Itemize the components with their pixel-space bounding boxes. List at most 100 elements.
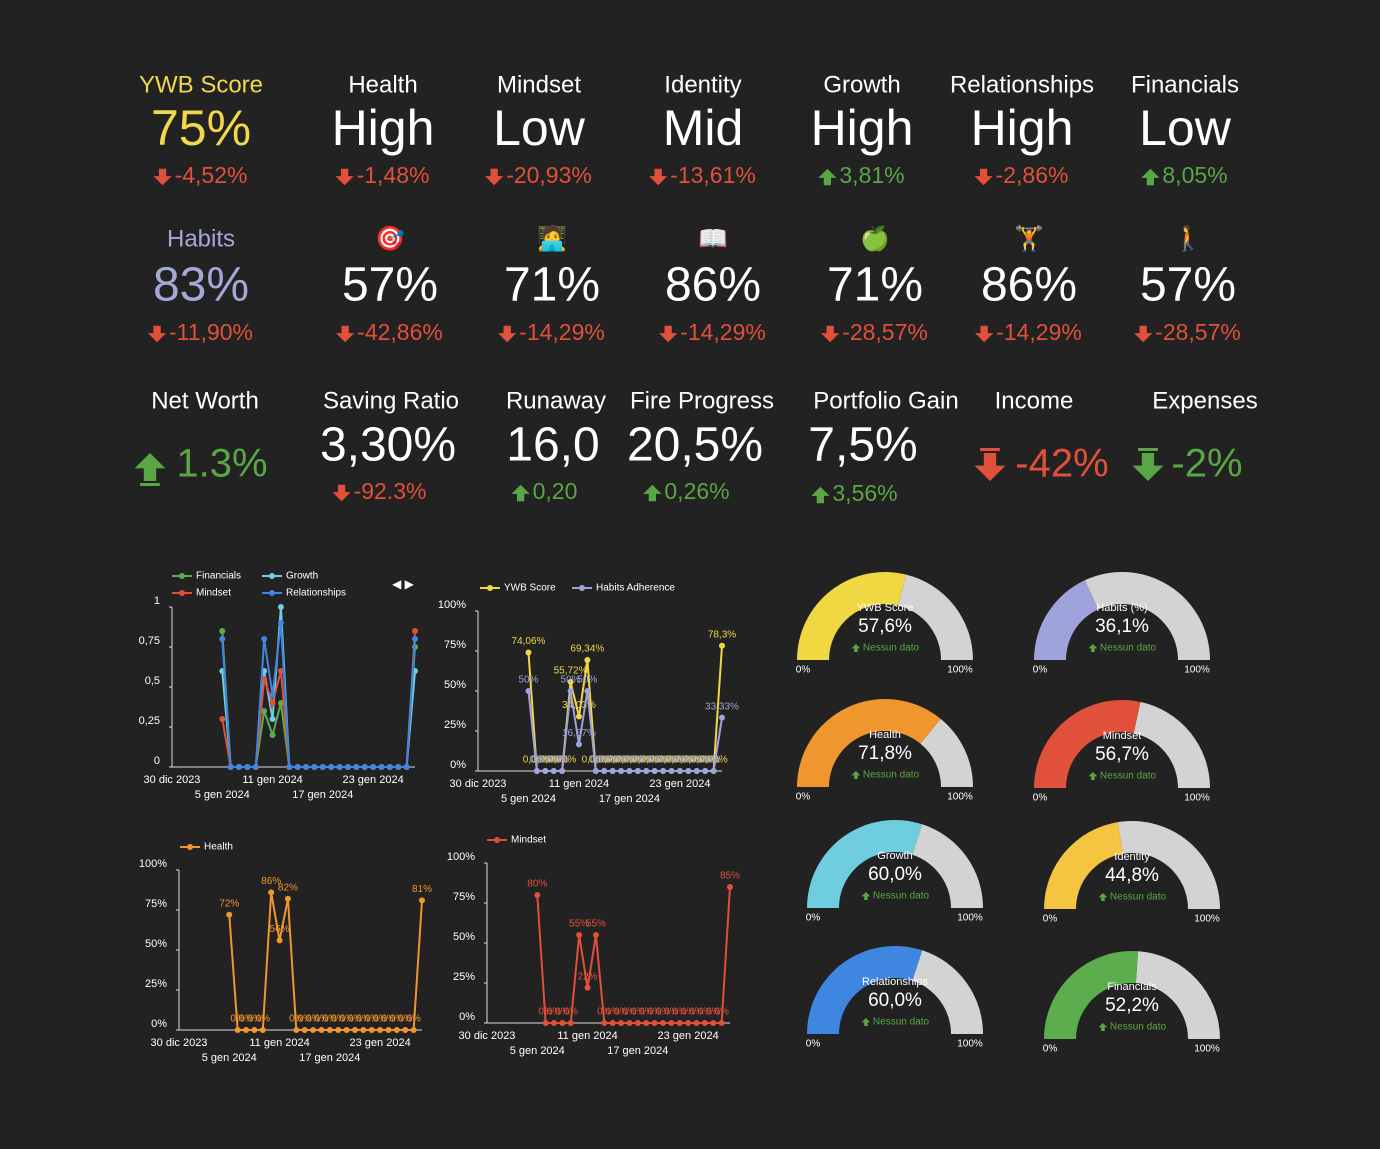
gauge-track xyxy=(1084,572,1210,660)
y-tick-label: 100% xyxy=(447,851,475,863)
data-point xyxy=(234,1027,241,1033)
gauge-title: Growth xyxy=(877,850,912,862)
data-point xyxy=(277,668,284,674)
data-label: 0,00% xyxy=(607,755,635,766)
x-tick-label: 23 gen 2024 xyxy=(649,778,710,790)
data-point xyxy=(343,1027,350,1033)
data-point xyxy=(618,768,625,774)
data-point xyxy=(634,768,641,774)
trend-arrow xyxy=(511,484,530,502)
y-tick-label: 0,5 xyxy=(145,675,160,687)
data-point xyxy=(659,1020,666,1026)
data-point xyxy=(268,889,275,896)
y-tick-label: 0 xyxy=(154,755,160,767)
y-tick-label: 100% xyxy=(139,858,167,870)
data-point xyxy=(719,642,725,649)
legend-label: Habits Adherence xyxy=(596,583,675,594)
data-label: 0% xyxy=(546,755,561,766)
data-point xyxy=(419,897,425,904)
data-label: 0% xyxy=(673,755,688,766)
kpi-value: Mid xyxy=(663,100,744,156)
kpi-label: Saving Ratio xyxy=(323,387,459,414)
gauge-note: Nessun dato xyxy=(873,891,930,902)
y-tick-label: 75% xyxy=(444,639,466,651)
data-label: 0% xyxy=(289,1014,304,1025)
x-tick-label: 5 gen 2024 xyxy=(202,1052,257,1064)
data-label: 86% xyxy=(261,876,281,887)
y-tick-label: 50% xyxy=(453,931,475,943)
data-point xyxy=(261,636,268,642)
data-label: 33,33% xyxy=(705,701,739,712)
data-point xyxy=(525,649,532,656)
data-point xyxy=(412,636,418,642)
kpi-value: -2% xyxy=(1171,442,1242,486)
data-point xyxy=(236,764,243,770)
data-point xyxy=(412,628,418,634)
data-label: 0% xyxy=(247,1014,262,1025)
legend-dot xyxy=(579,585,585,591)
data-point xyxy=(567,688,574,694)
data-label: 0,00% xyxy=(548,755,576,766)
data-point xyxy=(395,764,402,770)
legend-dot xyxy=(187,844,193,850)
data-label: 0,00% xyxy=(632,755,660,766)
data-label: 50% xyxy=(518,675,538,686)
gauge-title: Health xyxy=(869,729,901,741)
x-tick-label: 17 gen 2024 xyxy=(599,793,660,805)
legend-dot xyxy=(494,837,500,843)
data-label: 0,00% xyxy=(624,755,652,766)
data-point xyxy=(567,678,574,685)
gauge-min: 0% xyxy=(1033,793,1048,804)
trend-arrow xyxy=(1098,1023,1108,1031)
data-label: 0% xyxy=(605,755,620,766)
data-point xyxy=(584,657,591,664)
data-label: 0% xyxy=(664,1007,679,1018)
gauge-min: 0% xyxy=(796,665,811,676)
data-point xyxy=(651,1020,658,1026)
data-label: 0% xyxy=(698,1007,713,1018)
gauge-note: Nessun dato xyxy=(1110,1022,1167,1033)
x-tick-label: 23 gen 2024 xyxy=(658,1030,719,1042)
data-point xyxy=(402,1027,409,1033)
data-label: 0% xyxy=(364,1014,379,1025)
data-point xyxy=(410,1027,417,1033)
trend-arrow xyxy=(1132,453,1164,481)
data-point xyxy=(286,764,293,770)
data-label: 0% xyxy=(373,1014,388,1025)
gauge-note: Nessun dato xyxy=(873,1017,930,1028)
data-point xyxy=(618,1020,625,1026)
kpi-delta: 8,05% xyxy=(1162,162,1227,188)
gauge-note: Nessun dato xyxy=(1100,771,1157,782)
data-point xyxy=(584,688,591,694)
trend-arrow xyxy=(649,168,668,186)
data-point xyxy=(533,768,540,774)
data-label: 0% xyxy=(256,1014,271,1025)
data-label: 80% xyxy=(527,879,547,890)
kpi-value: 75% xyxy=(151,100,251,156)
data-label: 0% xyxy=(339,1014,354,1025)
data-label: 0% xyxy=(689,1007,704,1018)
kpi-label: 🧑‍💻 xyxy=(537,223,567,252)
kpi-value: 57% xyxy=(342,259,438,312)
data-label: 0% xyxy=(631,755,646,766)
x-tick-label: 11 gen 2024 xyxy=(549,778,609,790)
data-label: 0% xyxy=(622,1007,637,1018)
x-tick-label: 23 gen 2024 xyxy=(343,774,404,786)
gauge-value-arc xyxy=(797,572,906,660)
gauge-value: 56,7% xyxy=(1095,744,1149,765)
data-point xyxy=(293,1027,300,1033)
gauge-value: 44,8% xyxy=(1105,865,1159,886)
data-label: 0% xyxy=(614,1007,629,1018)
data-point xyxy=(368,1027,375,1033)
gauge-value: 60,0% xyxy=(868,990,922,1011)
data-point xyxy=(727,884,733,890)
kpi-label: Income xyxy=(995,387,1074,414)
trend-arrow xyxy=(821,325,840,343)
y-tick-label: 1 xyxy=(154,595,160,607)
data-point xyxy=(719,714,725,721)
x-tick-label: 5 gen 2024 xyxy=(510,1045,565,1057)
data-label: 85% xyxy=(720,871,740,882)
data-label: 81% xyxy=(412,884,432,895)
kpi-label: 📖 xyxy=(698,225,728,252)
data-label: 0,00% xyxy=(674,755,702,766)
